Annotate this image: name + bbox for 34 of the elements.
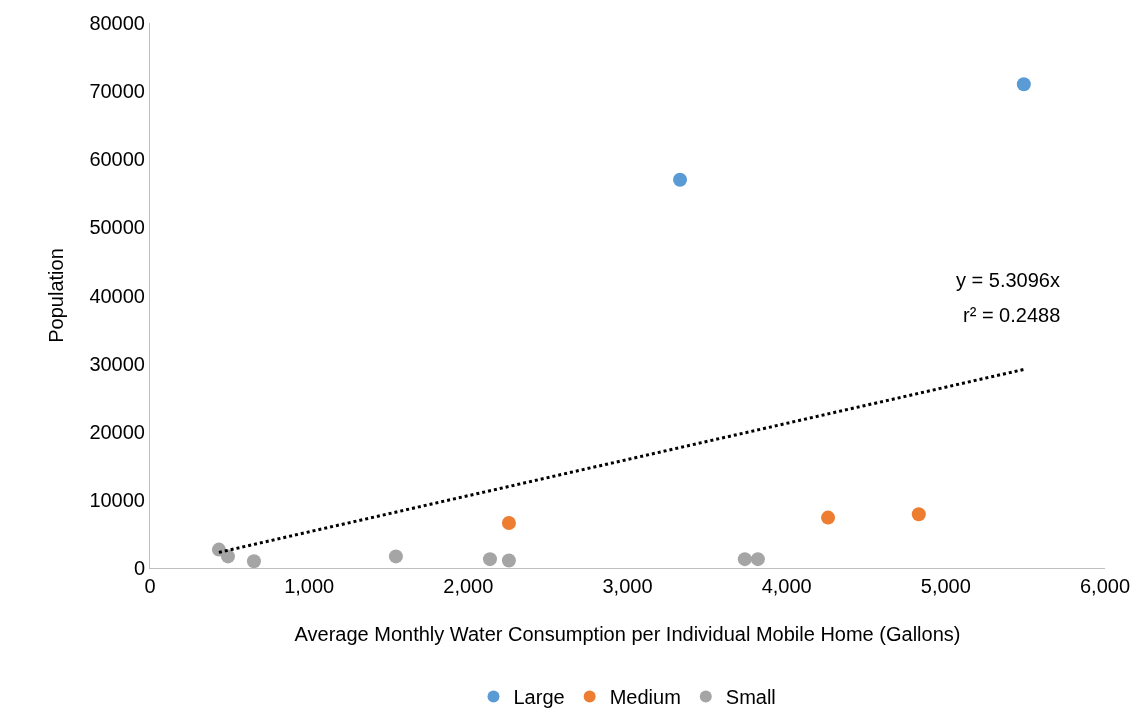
y-axis-title: Population (44, 248, 67, 343)
x-tick-label: 5,000 (920, 575, 971, 597)
y-tick-label: 50000 (89, 216, 145, 239)
x-axis-title: Average Monthly Water Consumption per Individual Mobile Home (Gallons) (294, 622, 961, 645)
x-tick-label: 1,000 (284, 575, 335, 597)
legend-label: Small (725, 686, 776, 709)
point (911, 507, 926, 522)
point (501, 516, 516, 531)
x-tick-label: 2,000 (443, 575, 494, 597)
x-tick-label: 3,000 (602, 575, 653, 597)
point (501, 553, 516, 568)
point (246, 554, 261, 569)
point (821, 510, 836, 525)
point (221, 549, 235, 564)
annotation: r² = 0.2488 (963, 304, 1061, 326)
y-tick-label: 70000 (89, 80, 145, 103)
y-tick-label: 0 (133, 557, 145, 579)
point (750, 552, 765, 567)
point (737, 552, 752, 567)
point (388, 549, 403, 564)
x-tick-label: 4,000 (761, 575, 812, 597)
y-tick-label: 80000 (89, 12, 145, 34)
y-tick-label: 20000 (89, 420, 145, 443)
y-tick-label: 30000 (89, 352, 145, 375)
y-tick-label: 40000 (89, 284, 145, 307)
legend-label: Large (513, 686, 565, 709)
point (673, 172, 688, 187)
point (482, 552, 497, 567)
y-tick-label: 10000 (89, 488, 145, 511)
point (1016, 77, 1031, 92)
annotation: y = 5.3096x (956, 269, 1060, 291)
x-tick-label: 6,000 (1079, 575, 1131, 597)
legend-label: Medium (609, 686, 681, 709)
y-tick-label: 60000 (89, 148, 145, 171)
